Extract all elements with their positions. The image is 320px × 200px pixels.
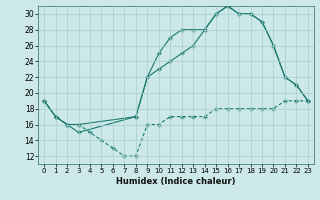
X-axis label: Humidex (Indice chaleur): Humidex (Indice chaleur) [116, 177, 236, 186]
